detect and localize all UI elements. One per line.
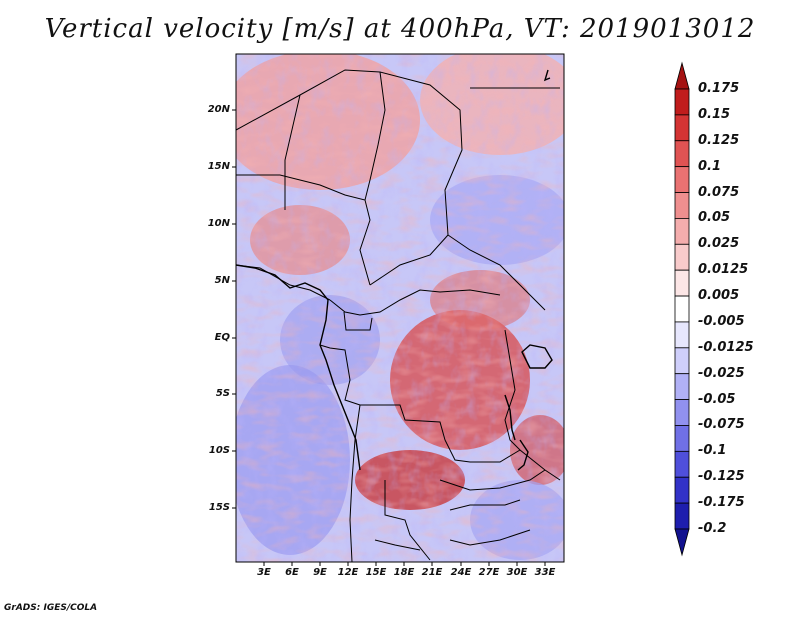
colorbar-label: 0.005: [698, 288, 740, 304]
lon-label-3e: 3E: [257, 567, 271, 578]
lon-label-27e: 27E: [478, 567, 500, 578]
lon-label-21e: 21E: [421, 567, 443, 578]
colorbar-label: 0.075: [698, 184, 740, 200]
colorbar-bin: [674, 502, 690, 530]
colorbar-bin: [674, 347, 690, 375]
colorbar-bin: [674, 166, 690, 193]
colorbar-label: -0.0125: [698, 339, 754, 355]
lat-label-10s: 10S: [208, 445, 230, 456]
colorbar-label: -0.075: [698, 417, 745, 433]
colorbar-label: -0.05: [698, 391, 736, 407]
lon-label-6e: 6E: [285, 567, 299, 578]
colorbar-label: 0.125: [698, 132, 740, 148]
colorbar-label: -0.025: [698, 365, 745, 381]
colorbar-bin: [674, 269, 690, 297]
lat-label-5s: 5S: [215, 388, 230, 399]
lat-label-eq: EQ: [214, 332, 230, 343]
colorbar-max-arrow: [674, 61, 690, 90]
lon-label-15e: 15E: [365, 567, 387, 578]
lat-label-15n: 15N: [207, 161, 230, 172]
colorbar-bin: [674, 450, 690, 478]
colorbar-bin: [674, 476, 690, 504]
lon-label-9e: 9E: [313, 567, 327, 578]
colorbar-bin: [674, 218, 690, 245]
colorbar-bin: [674, 88, 690, 116]
footer-credit: GrADS: IGES/COLA: [4, 603, 98, 613]
colorbar-label: -0.005: [698, 313, 745, 329]
vertical-velocity-field: [236, 54, 564, 562]
chart-title: Vertical velocity [m/s] at 400hPa, VT: 2…: [44, 14, 756, 44]
lon-label-33e: 33E: [534, 567, 556, 578]
colorbar-label: 0.0125: [698, 262, 749, 278]
colorbar-label: 0.1: [698, 158, 722, 174]
lon-ticks: [263, 562, 546, 566]
colorbar-label: -0.175: [698, 495, 745, 511]
lon-label-18e: 18E: [393, 567, 415, 578]
colorbar-bin: [674, 425, 690, 452]
colorbar-bin: [674, 295, 690, 323]
colorbar-label: 0.15: [698, 106, 731, 122]
colorbar-label: 0.025: [698, 236, 740, 252]
coastline: [236, 69, 553, 471]
colorbar-label: 0.05: [698, 210, 731, 226]
colorbar-label: 0.175: [698, 81, 740, 96]
lat-ticks: [232, 109, 236, 509]
colorbar-bin: [674, 321, 690, 349]
colorbar-bin: [674, 373, 690, 400]
lat-label-20n: 20N: [207, 104, 230, 115]
colorbar-bin: [674, 399, 690, 426]
colorbar-bin: [674, 114, 690, 142]
colorbar-bin: [674, 140, 690, 168]
lat-label-10n: 10N: [207, 218, 230, 229]
lon-label-30e: 30E: [506, 567, 528, 578]
lat-label-15s: 15S: [208, 502, 230, 513]
country-borders: [236, 69, 561, 562]
colorbar: [674, 61, 690, 557]
lon-label-24e: 24E: [450, 567, 472, 578]
map-frame: [235, 53, 565, 563]
colorbar-bin: [674, 243, 690, 271]
colorbar-label: -0.1: [698, 443, 727, 459]
lat-label-5n: 5N: [214, 275, 230, 286]
lon-label-12e: 12E: [337, 567, 359, 578]
colorbar-label: -0.2: [698, 521, 727, 536]
colorbar-label: -0.125: [698, 469, 745, 485]
colorbar-min-arrow: [674, 528, 690, 557]
colorbar-bin: [674, 192, 690, 219]
